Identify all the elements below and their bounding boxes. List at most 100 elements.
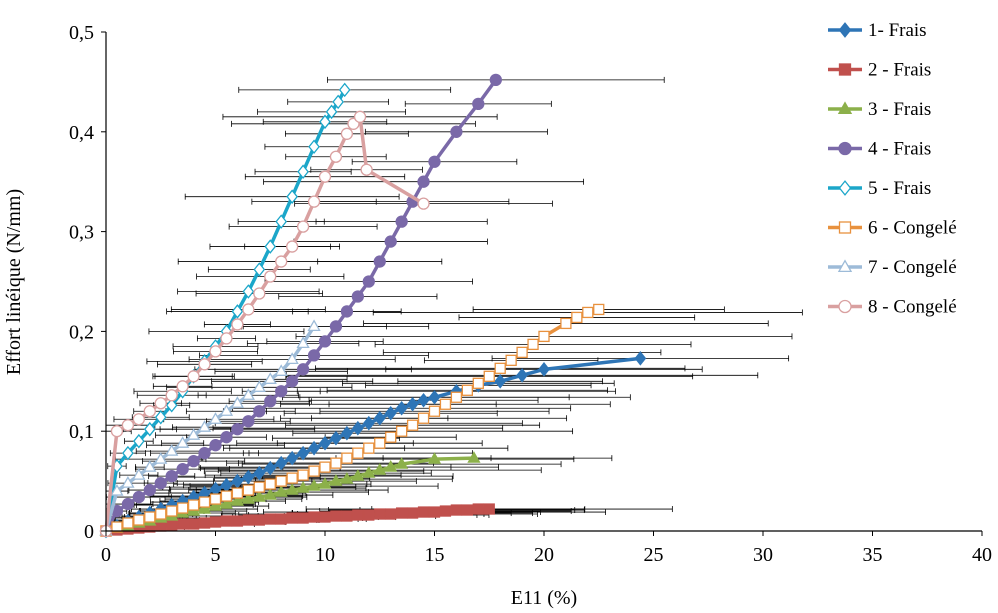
x-tick-label: 10	[315, 544, 335, 566]
data-point	[154, 409, 167, 425]
data-point	[494, 374, 507, 389]
data-point	[385, 508, 397, 520]
data-point	[187, 454, 200, 468]
data-point	[264, 239, 277, 254]
legend-label: 2 - Frais	[868, 60, 931, 81]
data-point	[252, 380, 266, 392]
legend-label: 7 - Congelé	[868, 257, 957, 278]
data-point	[362, 415, 375, 431]
data-point	[428, 155, 441, 168]
data-point	[538, 330, 550, 343]
data-point	[219, 496, 234, 509]
data-point	[352, 420, 364, 436]
data-point	[132, 468, 146, 480]
data-point	[307, 319, 321, 332]
data-point	[319, 435, 331, 451]
legend-item: 6 - Congelé	[828, 218, 957, 239]
data-point	[253, 262, 266, 277]
data-point	[319, 511, 331, 523]
data-point	[373, 463, 387, 475]
data-point	[582, 306, 594, 319]
data-point	[593, 303, 605, 316]
x-tick-label: 35	[863, 544, 883, 566]
data-point	[450, 504, 463, 516]
data-point	[395, 457, 409, 469]
data-point	[472, 377, 484, 389]
data-point	[275, 475, 287, 487]
data-point	[439, 398, 452, 410]
data-point	[385, 431, 397, 443]
data-point	[296, 481, 310, 493]
data-point	[351, 469, 365, 481]
data-point	[286, 472, 298, 484]
data-point	[230, 493, 245, 506]
data-point	[242, 469, 255, 485]
data-point	[308, 139, 320, 155]
data-point	[351, 290, 365, 303]
data-point	[154, 397, 167, 410]
x-tick-label: 0	[101, 544, 111, 566]
axes	[105, 32, 982, 532]
data-point	[220, 490, 233, 502]
data-point	[406, 396, 419, 412]
data-point	[208, 412, 223, 424]
data-point	[319, 114, 331, 130]
data-point	[472, 503, 484, 515]
data-point	[285, 375, 299, 388]
data-point	[122, 517, 134, 529]
data-point	[362, 466, 376, 478]
data-point	[275, 255, 288, 268]
data-point	[219, 404, 234, 416]
series-6	[100, 303, 605, 537]
data-point	[176, 502, 189, 514]
data-point	[209, 493, 222, 505]
legend-label: 5 - Frais	[868, 178, 931, 199]
x-tick-label: 15	[425, 544, 445, 566]
data-point	[187, 499, 200, 511]
data-point	[241, 491, 255, 504]
data-point	[472, 97, 485, 111]
series-4	[99, 73, 502, 538]
data-point	[360, 163, 373, 176]
data-point	[133, 514, 145, 526]
data-point	[308, 440, 320, 456]
legend: 1- Frais 2 - Frais 3 - Frais 4 - Frais 5 - F…	[828, 20, 957, 318]
data-point	[176, 436, 190, 448]
data-point	[329, 474, 343, 486]
data-point	[332, 94, 344, 110]
data-point	[121, 419, 135, 432]
data-point	[395, 400, 408, 416]
data-point	[198, 517, 211, 529]
data-point	[384, 235, 397, 248]
data-point	[307, 195, 321, 208]
y-tick-label: 0,4	[69, 122, 94, 144]
y-tick-label: 0,5	[69, 22, 94, 44]
data-point	[318, 477, 332, 489]
data-point	[571, 311, 583, 324]
data-point	[296, 220, 310, 233]
data-point	[363, 509, 375, 521]
legend-item: 8 - Congelé	[828, 297, 957, 318]
x-ticks: 0 5 10 15 20 25 30 35 40	[101, 531, 992, 566]
legend-label: 4 - Frais	[868, 139, 931, 160]
y-ticks: 0 0,1 0,2 0,3 0,4 0,5	[69, 22, 106, 543]
data-point	[143, 483, 156, 497]
data-point	[121, 476, 135, 488]
data-point	[231, 487, 244, 499]
data-point	[297, 445, 309, 461]
data-point	[308, 511, 320, 523]
data-point	[176, 380, 189, 393]
data-point	[352, 447, 364, 459]
data-point	[165, 444, 179, 456]
data-point	[318, 170, 332, 183]
data-point	[286, 189, 298, 204]
data-point	[198, 447, 211, 460]
data-point	[286, 450, 298, 466]
legend-label: 1- Frais	[868, 20, 927, 41]
data-point	[516, 368, 528, 383]
data-point	[340, 127, 354, 140]
data-point	[329, 150, 343, 163]
data-point	[166, 519, 178, 531]
data-point	[176, 462, 189, 476]
x-tick-label: 30	[753, 544, 773, 566]
